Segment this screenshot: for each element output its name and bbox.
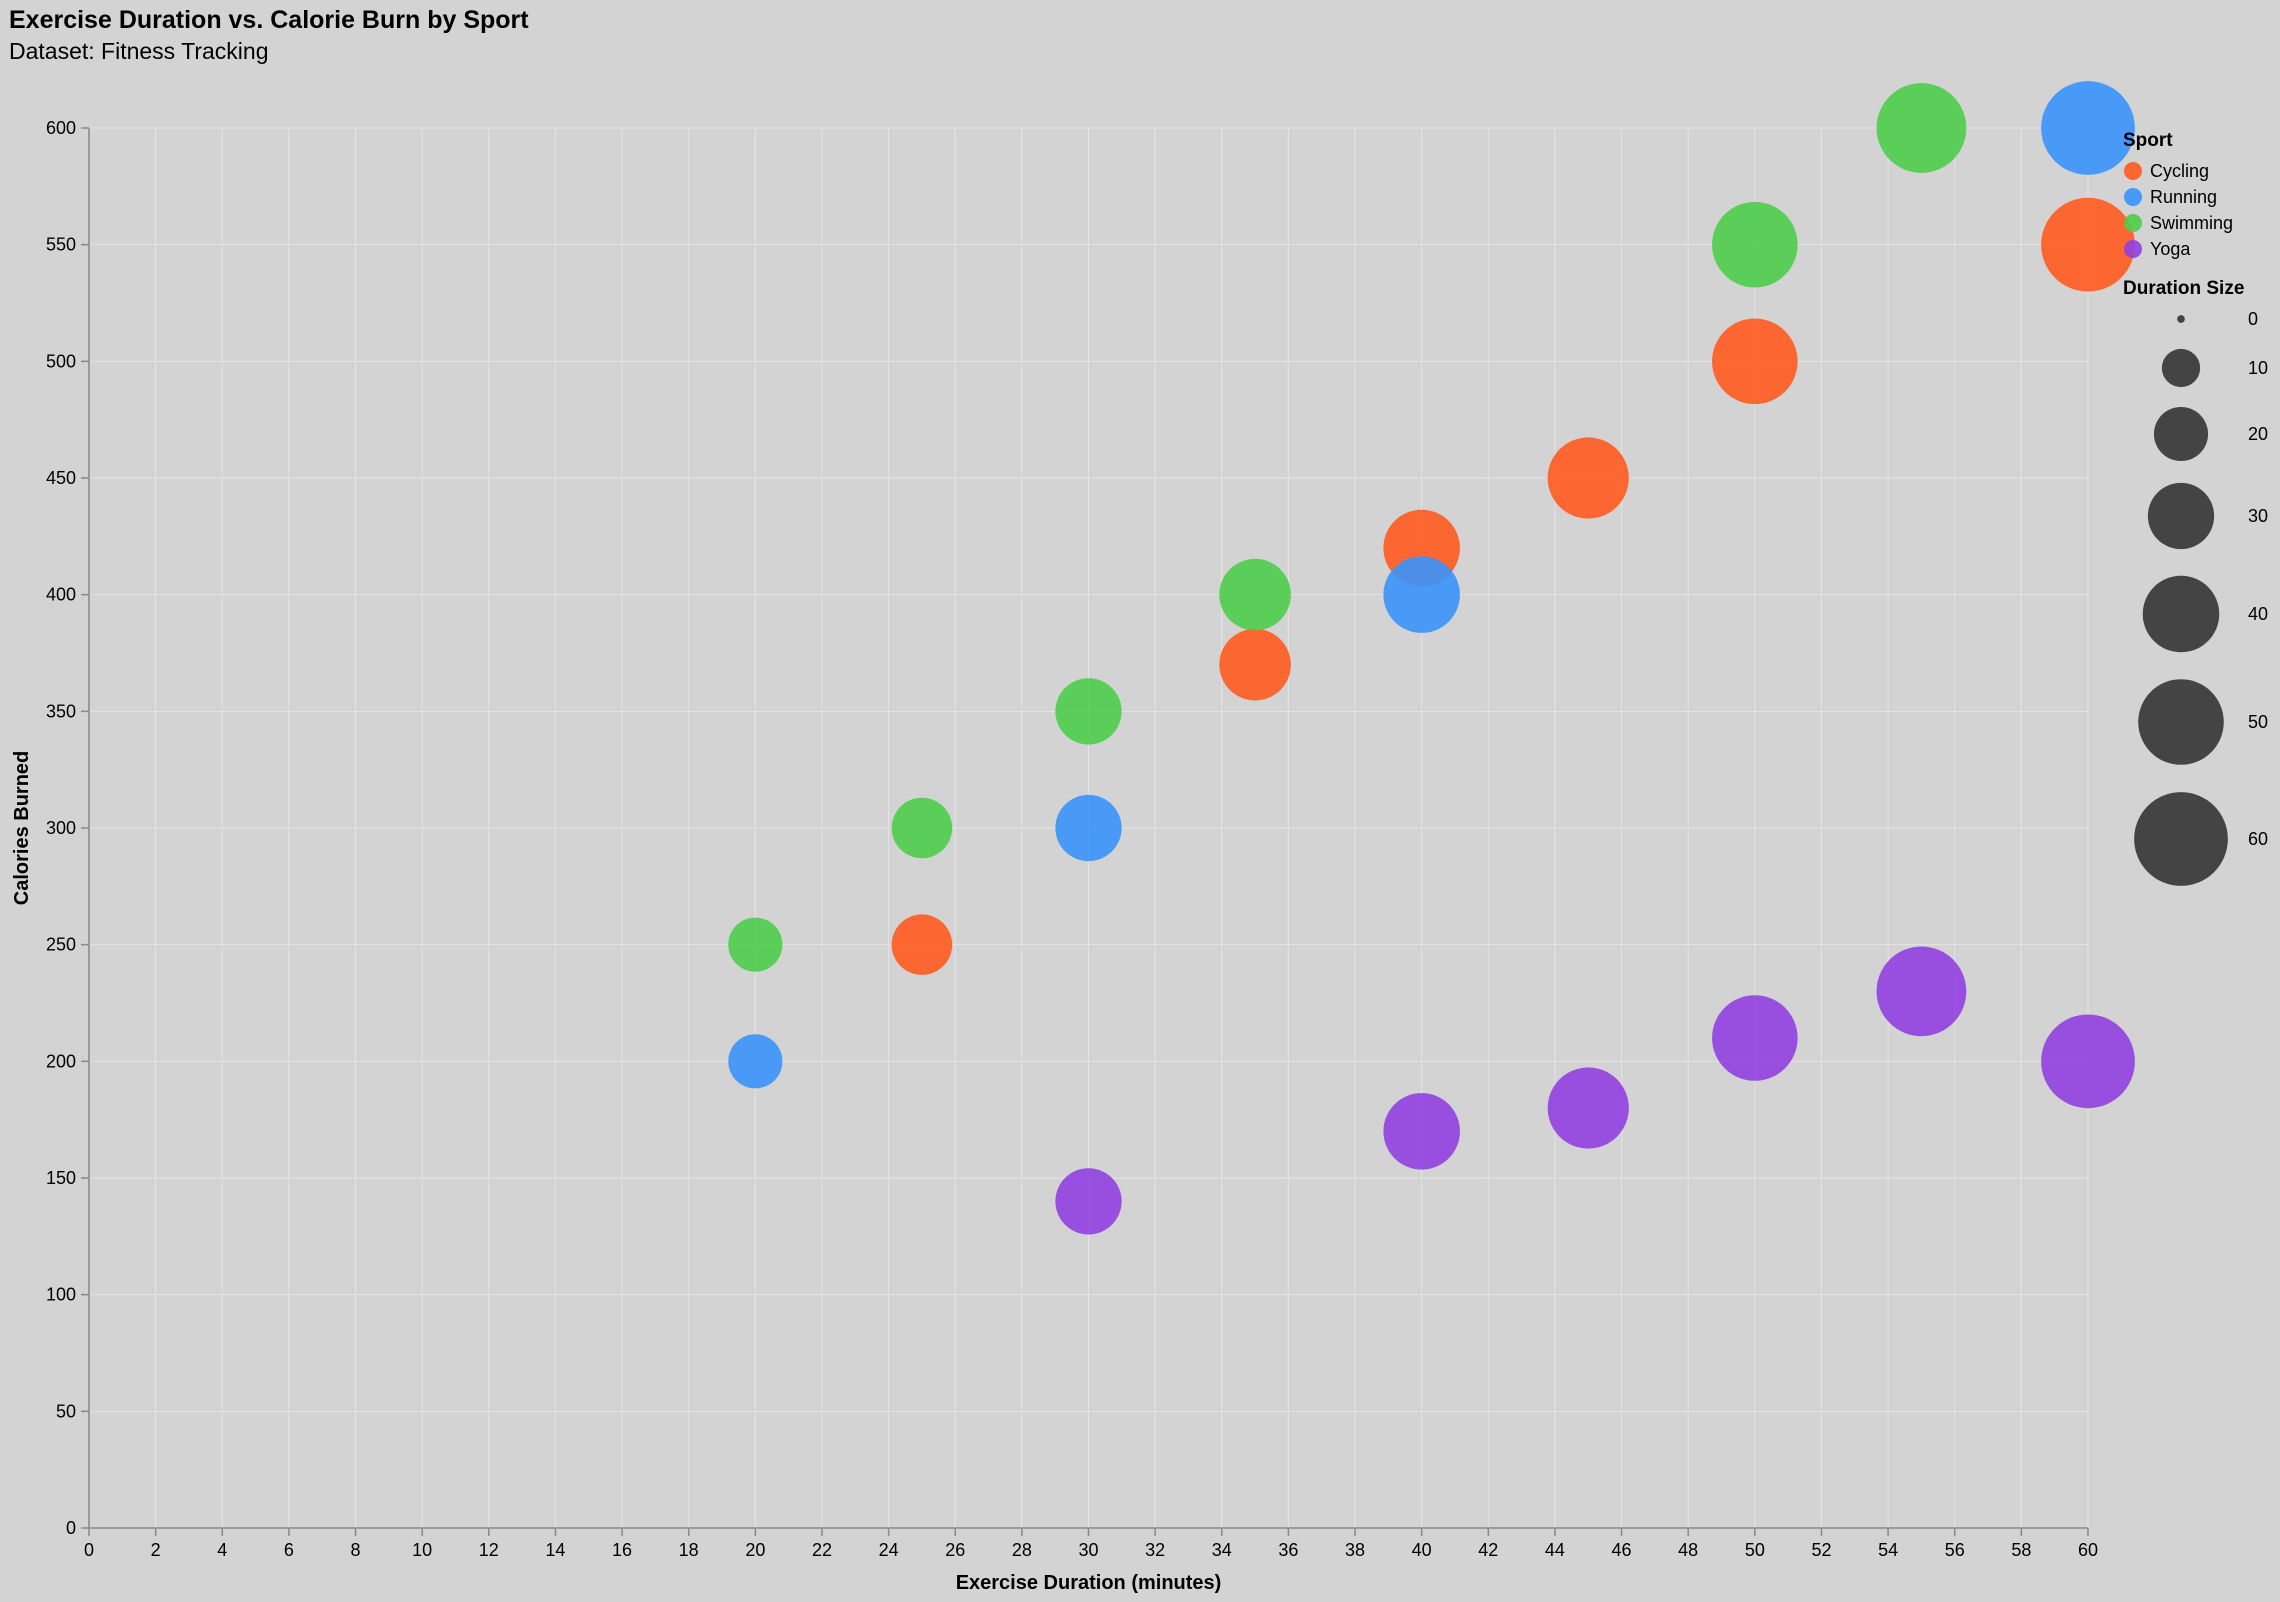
x-tick-label: 56 xyxy=(1945,1540,1965,1560)
x-tick-label: 30 xyxy=(1078,1540,1098,1560)
legend-size-symbol xyxy=(2134,792,2228,886)
x-tick-label: 2 xyxy=(151,1540,161,1560)
bubble-swimming xyxy=(728,917,783,972)
x-tick-label: 44 xyxy=(1545,1540,1565,1560)
bubble-swimming xyxy=(1055,678,1122,745)
x-tick-label: 12 xyxy=(479,1540,499,1560)
legend-size-symbol xyxy=(2138,679,2224,765)
bubble-running xyxy=(728,1034,783,1089)
legend-symbol-running xyxy=(2124,188,2142,206)
legend-size-label: 60 xyxy=(2248,829,2268,849)
x-tick-label: 14 xyxy=(545,1540,565,1560)
x-tick-label: 10 xyxy=(412,1540,432,1560)
x-tick-label: 4 xyxy=(217,1540,227,1560)
x-tick-label: 20 xyxy=(745,1540,765,1560)
x-tick-label: 38 xyxy=(1345,1540,1365,1560)
legend-size-label: 40 xyxy=(2248,604,2268,624)
bubble-yoga xyxy=(1383,1093,1460,1170)
y-tick-label: 0 xyxy=(66,1518,76,1538)
y-tick-label: 200 xyxy=(46,1051,76,1071)
legend-symbol-cycling xyxy=(2124,162,2142,180)
bubble-yoga xyxy=(1055,1168,1122,1235)
legend-size-label: 10 xyxy=(2248,358,2268,378)
y-tick-label: 300 xyxy=(46,818,76,838)
x-tick-label: 58 xyxy=(2011,1540,2031,1560)
axes: 0 2 4 6 8 10 12 14 16 18 20 22 24 26 28 30 32 34 36 38 40 42 4… xyxy=(46,118,2098,1560)
bubble-swimming xyxy=(1219,558,1291,631)
y-tick-label: 450 xyxy=(46,468,76,488)
y-tick-label: 600 xyxy=(46,118,76,138)
x-tick-label: 36 xyxy=(1278,1540,1298,1560)
legend-size-symbol xyxy=(2147,482,2215,550)
x-tick-label: 32 xyxy=(1145,1540,1165,1560)
legend-size-label: 50 xyxy=(2248,712,2268,732)
x-tick-label: 52 xyxy=(1811,1540,1831,1560)
x-tick-label: 24 xyxy=(879,1540,899,1560)
legend-label-yoga: Yoga xyxy=(2150,239,2191,259)
x-tick-label: 60 xyxy=(2078,1540,2098,1560)
x-tick-label: 28 xyxy=(1012,1540,1032,1560)
bubble-yoga xyxy=(1547,1067,1629,1149)
x-axis-title: Exercise Duration (minutes) xyxy=(956,1572,1222,1594)
bubble-running xyxy=(1055,794,1122,862)
legend-symbol-yoga xyxy=(2124,240,2142,258)
chart-title: Exercise Duration vs. Calorie Burn by Sp… xyxy=(9,6,529,34)
y-tick-label: 350 xyxy=(46,701,76,721)
bubble-cycling xyxy=(1712,318,1798,405)
x-tick-label: 26 xyxy=(945,1540,965,1560)
legend-size-label: 30 xyxy=(2248,506,2268,526)
legend-label-running: Running xyxy=(2150,187,2217,207)
bubble-yoga xyxy=(2041,1014,2135,1109)
legend-size-title: Duration Size xyxy=(2123,278,2244,299)
x-tick-label: 34 xyxy=(1212,1540,1232,1560)
x-tick-label: 22 xyxy=(812,1540,832,1560)
legend-label-swimming: Swimming xyxy=(2150,213,2233,233)
y-tick-label: 50 xyxy=(56,1401,76,1421)
x-tick-label: 18 xyxy=(679,1540,699,1560)
bubble-swimming xyxy=(1876,83,1967,173)
bubble-swimming xyxy=(891,797,953,859)
x-tick-label: 48 xyxy=(1678,1540,1698,1560)
legend-size-symbol xyxy=(2153,406,2209,462)
x-tick-label: 0 xyxy=(84,1540,94,1560)
bubble-cycling xyxy=(891,914,953,975)
bubble-cycling xyxy=(1547,437,1629,519)
y-axis-title: Calories Burned xyxy=(11,751,33,905)
x-tick-label: 16 xyxy=(612,1540,632,1560)
bubble-yoga xyxy=(1712,995,1798,1081)
y-tick-label: 400 xyxy=(46,585,76,605)
bubble-yoga xyxy=(1876,946,1967,1037)
y-tick-label: 150 xyxy=(46,1168,76,1188)
bubble-running xyxy=(1383,556,1460,633)
x-tick-label: 42 xyxy=(1478,1540,1498,1560)
legend-size-symbol xyxy=(2161,348,2201,388)
legend-label-cycling: Cycling xyxy=(2150,161,2209,181)
y-tick-label: 500 xyxy=(46,351,76,371)
x-tick-label: 46 xyxy=(1612,1540,1632,1560)
legend-size-symbol xyxy=(2142,575,2220,653)
bubble-swimming xyxy=(1712,201,1798,288)
legend-size-symbol xyxy=(2177,315,2185,323)
y-tick-label: 550 xyxy=(46,235,76,255)
y-tick-label: 100 xyxy=(46,1285,76,1305)
y-tick-label: 250 xyxy=(46,935,76,955)
legend-size-label: 0 xyxy=(2248,309,2258,329)
x-tick-label: 50 xyxy=(1745,1540,1765,1560)
legend-size-label: 20 xyxy=(2248,424,2268,444)
legend: Sport Duration Size Cycling Running Swimmi… xyxy=(2123,130,2268,886)
x-tick-label: 40 xyxy=(1412,1540,1432,1560)
legend-color-title: Sport xyxy=(2123,130,2173,151)
bubble-cycling xyxy=(1219,628,1291,701)
x-tick-label: 6 xyxy=(284,1540,294,1560)
x-tick-label: 54 xyxy=(1878,1540,1898,1560)
bubble-cycling xyxy=(2041,197,2135,292)
data-points xyxy=(728,81,2135,1235)
bubble-running xyxy=(2041,81,2135,175)
legend-symbol-swimming xyxy=(2124,214,2142,232)
x-tick-label: 8 xyxy=(351,1540,361,1560)
chart-subtitle: Dataset: Fitness Tracking xyxy=(9,38,269,64)
